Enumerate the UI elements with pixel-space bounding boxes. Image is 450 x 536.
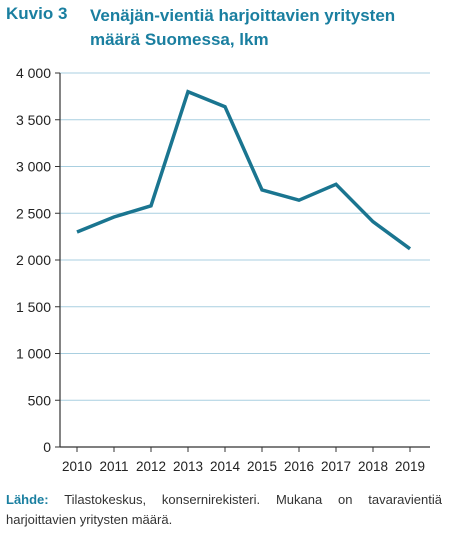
source-note: Lähde: Tilastokeskus, konsernirekisteri.… — [6, 490, 442, 530]
y-tick-label: 3 000 — [16, 159, 51, 175]
y-tick-label: 2 000 — [16, 252, 51, 268]
y-tick-label: 1 500 — [16, 299, 51, 315]
x-tick-label: 2017 — [321, 459, 351, 474]
x-tick-label: 2018 — [358, 459, 388, 474]
x-tick-label: 2015 — [247, 459, 277, 474]
x-tick-label: 2012 — [136, 459, 166, 474]
y-tick-label: 3 500 — [16, 112, 51, 128]
series-layer — [76, 89, 412, 251]
y-axis-tick-labels: 0 500 1 000 1 500 2 000 2 500 3 000 3 500 4 000 — [16, 65, 51, 455]
axes — [55, 72, 430, 452]
figure-label: Kuvio 3 — [6, 4, 68, 23]
source-label: Lähde: — [6, 492, 49, 507]
y-tick-label: 500 — [28, 392, 52, 408]
x-tick-label: 2010 — [62, 459, 92, 474]
y-tick-label: 2 500 — [16, 205, 51, 221]
x-axis-tick-labels: 2010 2011 2012 2013 2014 2015 2016 2017 2018 2019 — [62, 459, 425, 474]
x-tick-label: 2011 — [99, 459, 128, 474]
y-tick-label: 0 — [43, 439, 51, 455]
x-tick-label: 2014 — [210, 459, 241, 474]
y-tick-label: 4 000 — [16, 65, 51, 81]
chart-title: Venäjän-vientiä harjoittavien yritysten … — [90, 6, 396, 49]
x-tick-label: 2016 — [284, 459, 314, 474]
x-tick-label: 2013 — [173, 459, 203, 474]
gridlines — [60, 72, 430, 401]
x-tick-label: 2019 — [395, 459, 425, 474]
y-tick-label: 1 000 — [16, 346, 51, 362]
source-text: Tilastokeskus, konsernirekisteri. Mukana… — [6, 492, 442, 527]
series-line — [76, 89, 412, 251]
